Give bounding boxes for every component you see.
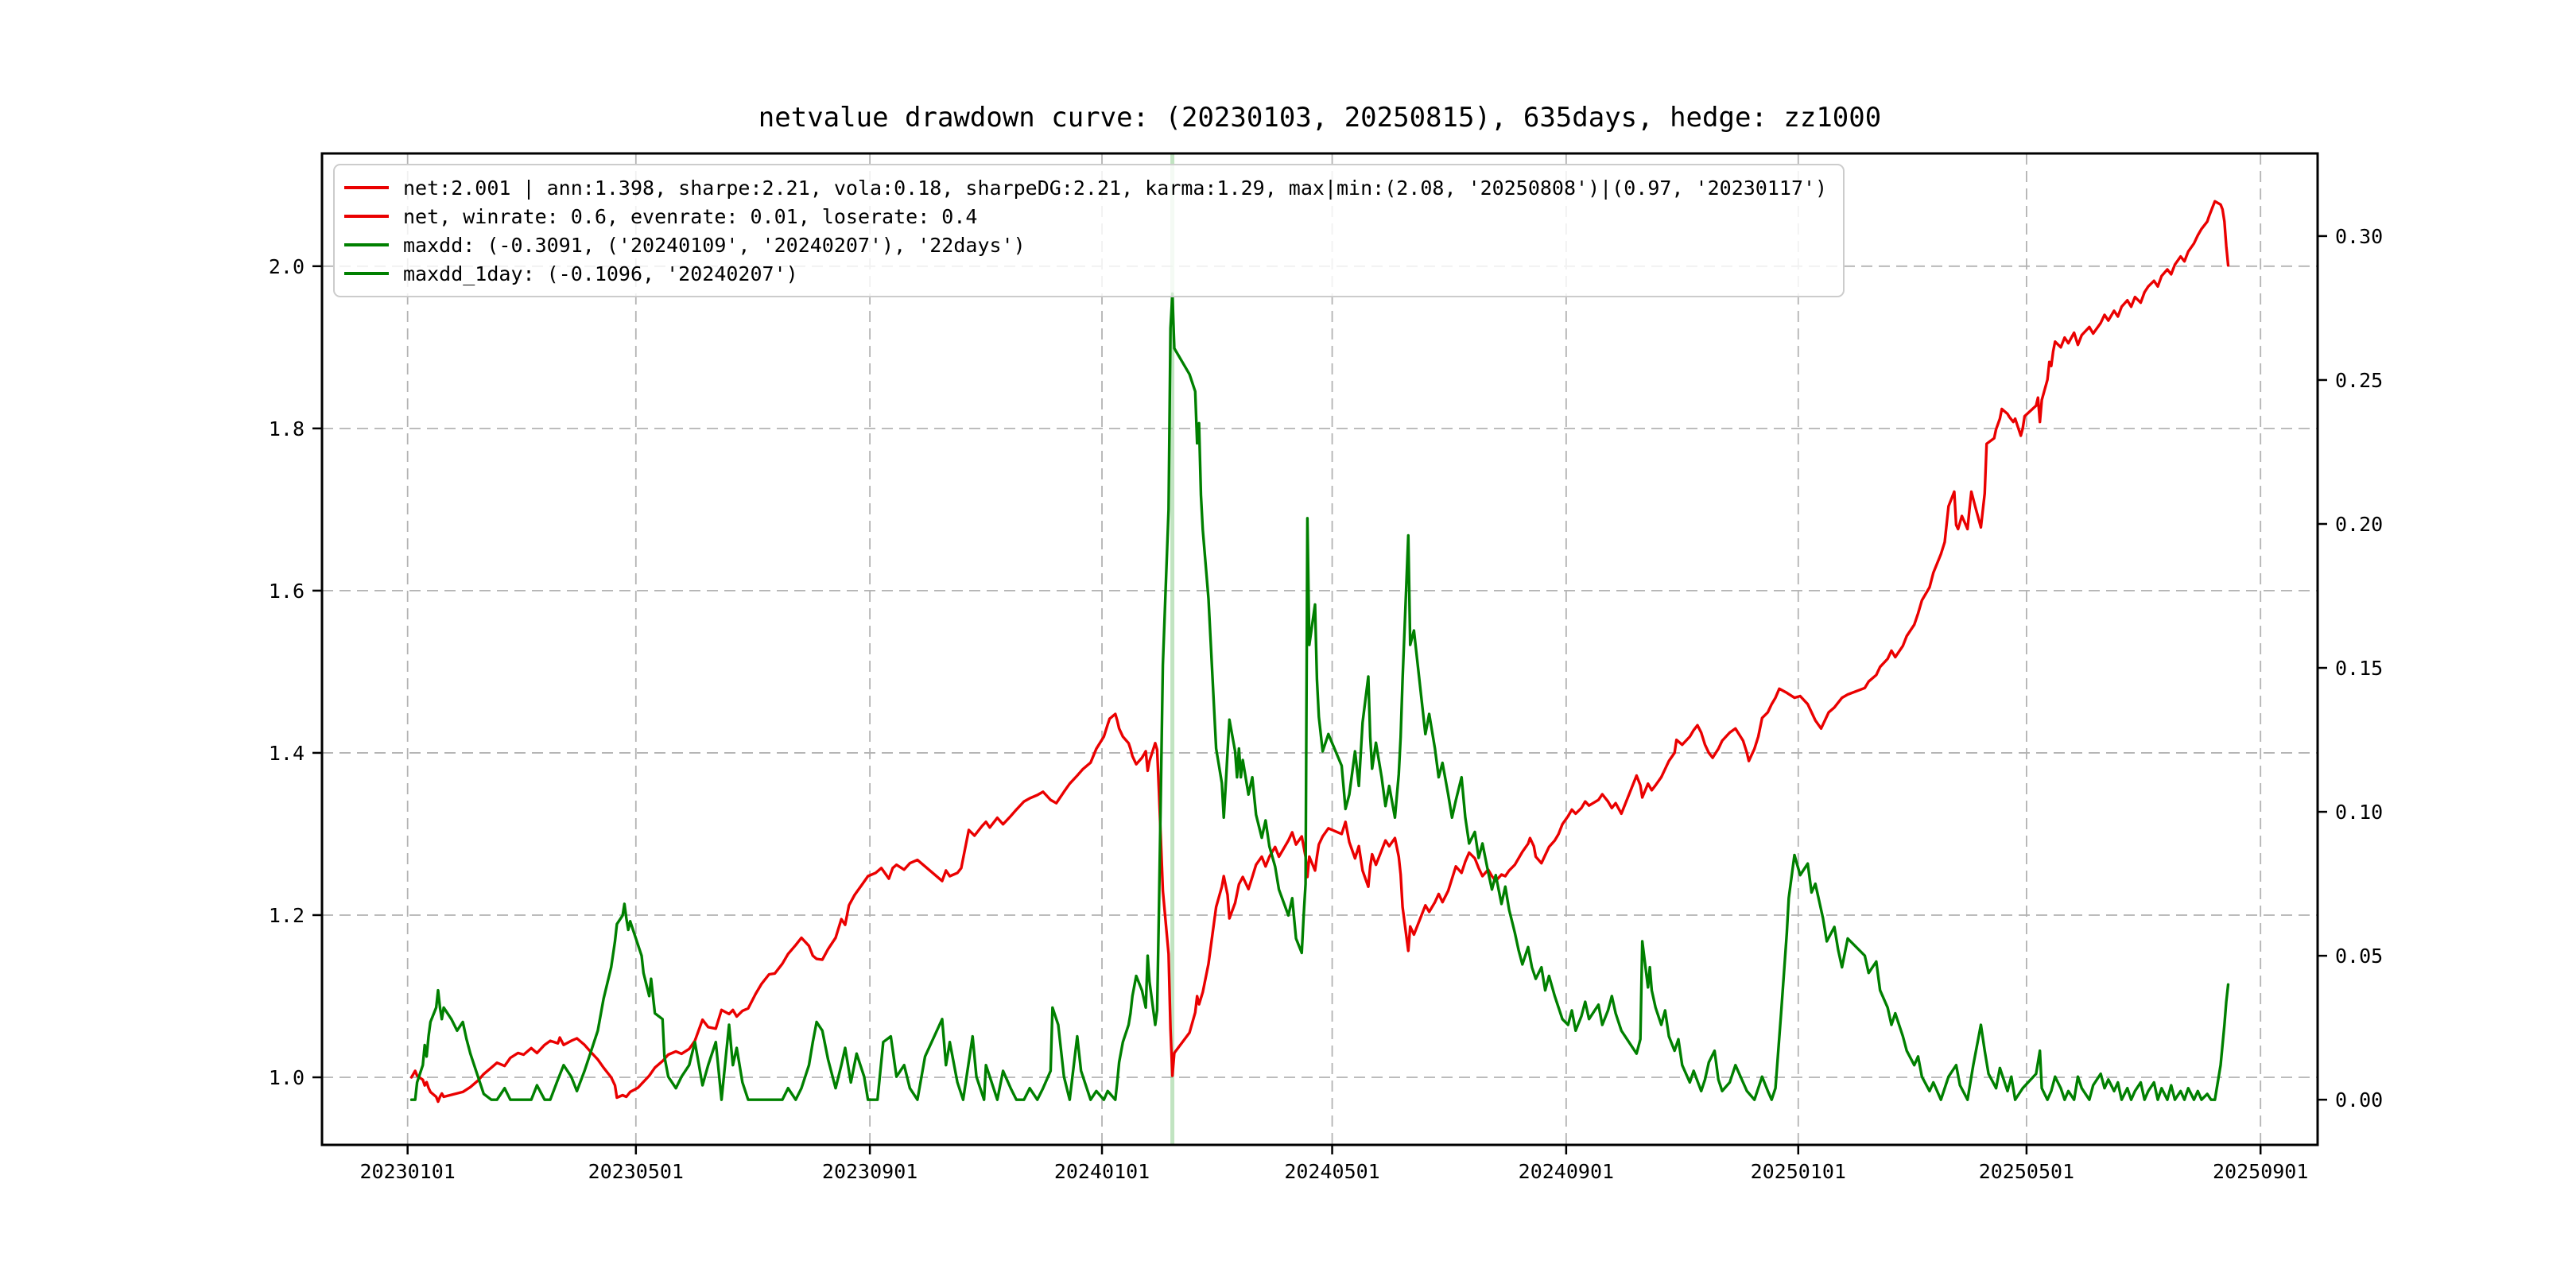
y-left-tick-label: 1.6 <box>269 580 305 603</box>
net-line-swatch <box>344 186 389 189</box>
y-left-tick-label: 1.0 <box>269 1066 305 1089</box>
legend-label: net:2.001 | ann:1.398, sharpe:2.21, vola… <box>403 176 1828 200</box>
x-tick-label: 20230901 <box>822 1160 918 1183</box>
maxdd-curve <box>409 292 2230 1101</box>
legend-item-maxdd: maxdd: (-0.3091, ('20240109', '20240207'… <box>344 231 1827 259</box>
legend-label: net, winrate: 0.6, evenrate: 0.01, loser… <box>403 204 978 228</box>
x-tick-label: 20240501 <box>1284 1160 1379 1183</box>
legend-item-net-stats: net:2.001 | ann:1.398, sharpe:2.21, vola… <box>344 173 1827 202</box>
maxdd-1day-line-swatch <box>344 272 389 275</box>
x-tick-label: 20230501 <box>588 1160 684 1183</box>
y-right-tick-label: 0.20 <box>2335 513 2383 536</box>
legend-label: maxdd_1day: (-0.1096, '20240207') <box>403 262 798 285</box>
y-left-tick-label: 1.2 <box>269 904 305 927</box>
y-left-tick-label: 2.0 <box>269 255 305 278</box>
y-right-tick-label: 0.25 <box>2335 369 2383 392</box>
x-tick-label: 20240101 <box>1054 1160 1150 1183</box>
net-line-swatch <box>344 215 389 218</box>
maxdd-line-swatch <box>344 243 389 246</box>
chart-title: netvalue drawdown curve: (20230103, 2025… <box>758 102 1882 134</box>
x-tick-label: 20250501 <box>1979 1160 2074 1183</box>
y-right-tick-label: 0.30 <box>2335 225 2383 248</box>
x-tick-label: 20240901 <box>1519 1160 1614 1183</box>
y-right-tick-label: 0.10 <box>2335 801 2383 824</box>
x-tick-label: 20250101 <box>1751 1160 1846 1183</box>
plot-frame <box>320 152 2319 1146</box>
legend-item-net-rates: net, winrate: 0.6, evenrate: 0.01, loser… <box>344 202 1827 231</box>
y-right-tick-label: 0.05 <box>2335 945 2383 968</box>
y-left-tick-label: 1.4 <box>269 742 305 765</box>
x-tick-label: 20230101 <box>359 1160 455 1183</box>
legend-box: net:2.001 | ann:1.398, sharpe:2.21, vola… <box>333 164 1845 297</box>
net-curve <box>409 200 2230 1104</box>
y-right-tick-label: 0.15 <box>2335 657 2383 680</box>
y-left-tick-label: 1.8 <box>269 417 305 440</box>
legend-label: maxdd: (-0.3091, ('20240109', '20240207'… <box>403 233 1026 257</box>
y-right-tick-label: 0.00 <box>2335 1088 2383 1111</box>
legend-item-maxdd-1day: maxdd_1day: (-0.1096, '20240207') <box>344 259 1827 288</box>
x-tick-label: 20250901 <box>2213 1160 2308 1183</box>
